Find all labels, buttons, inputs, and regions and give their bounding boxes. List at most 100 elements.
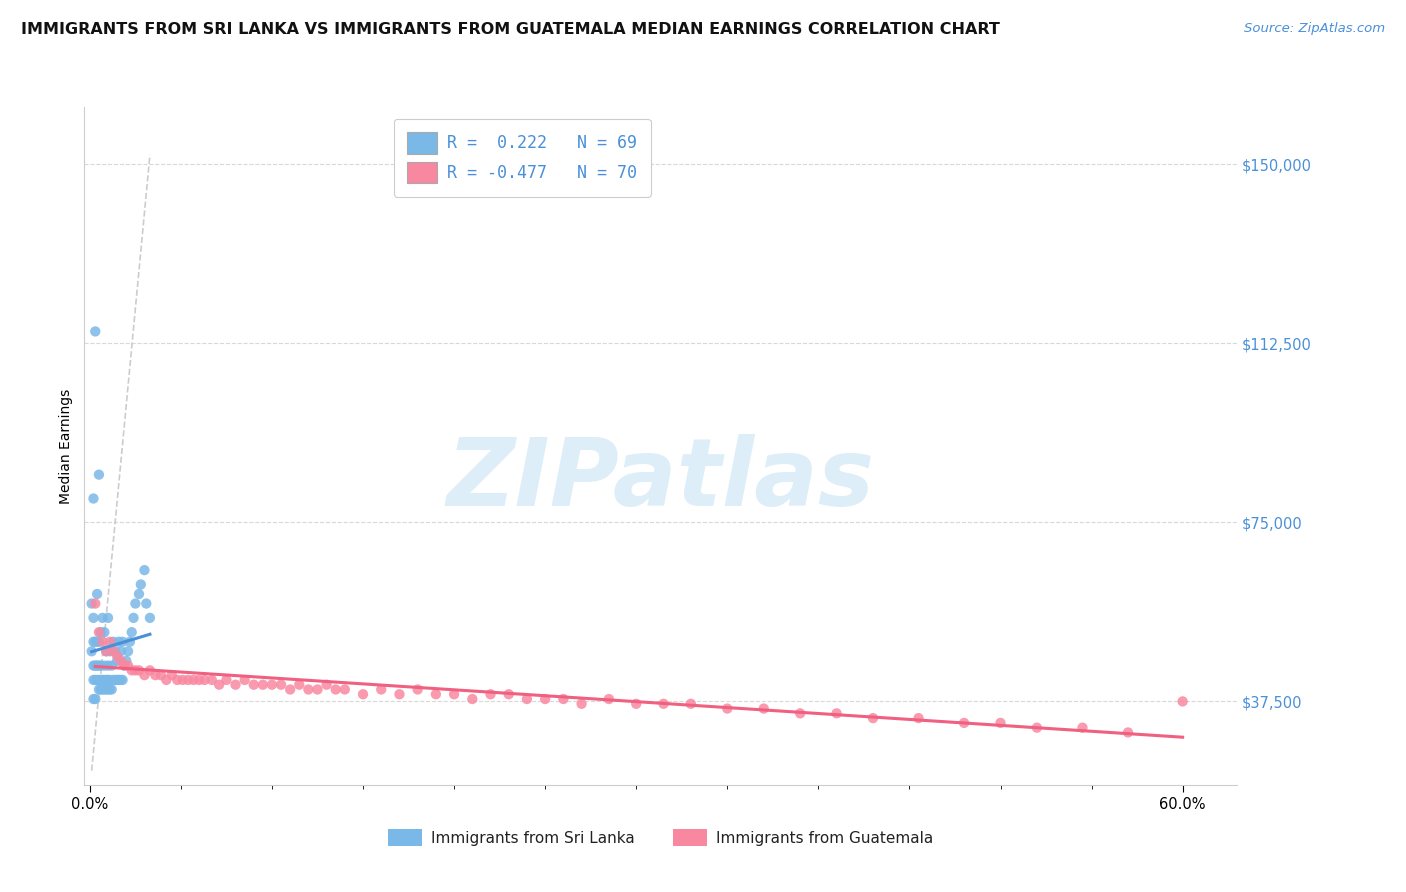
Point [96, 644, 118, 658]
Point [104, 673, 127, 687]
Point [139, 611, 162, 625]
Point [117, 658, 139, 673]
Point [93, 625, 115, 640]
Point [188, 673, 211, 687]
Point [907, 711, 929, 725]
Point [122, 611, 145, 625]
Point [425, 687, 447, 701]
Point [87, 673, 110, 687]
Point [87, 625, 110, 640]
Point [90, 673, 112, 687]
Point [115, 654, 138, 668]
Point [307, 682, 329, 697]
Point [679, 697, 702, 711]
Point [97, 658, 120, 673]
Point [752, 701, 775, 715]
Point [166, 673, 188, 687]
Point [98, 644, 121, 658]
Point [84, 658, 107, 673]
Point [498, 687, 520, 701]
Point [160, 668, 183, 682]
Point [479, 687, 502, 701]
Point [105, 673, 128, 687]
Point [104, 644, 127, 658]
Point [112, 658, 135, 673]
Point [177, 673, 200, 687]
Point [129, 577, 152, 591]
Point [370, 682, 392, 697]
Point [86, 658, 108, 673]
Point [716, 701, 738, 715]
Point [105, 648, 128, 663]
Point [100, 658, 122, 673]
Point [96, 644, 118, 658]
Point [103, 673, 125, 687]
Point [87, 467, 110, 482]
Point [91, 682, 114, 697]
Text: ZIPatlas: ZIPatlas [447, 434, 875, 526]
Point [98, 634, 121, 648]
Point [80, 644, 103, 658]
Point [117, 644, 139, 658]
Point [571, 697, 593, 711]
Point [461, 692, 484, 706]
Point [260, 678, 283, 692]
Point [112, 658, 135, 673]
Point [111, 634, 134, 648]
Point [598, 692, 620, 706]
Point [270, 678, 292, 692]
Point [135, 597, 157, 611]
Point [84, 692, 107, 706]
Point [98, 673, 121, 687]
Point [193, 673, 215, 687]
Point [315, 678, 337, 692]
Point [149, 668, 172, 682]
Point [215, 673, 238, 687]
Point [97, 611, 120, 625]
Point [134, 563, 156, 577]
Legend: Immigrants from Sri Lanka, Immigrants from Guatemala: Immigrants from Sri Lanka, Immigrants fr… [382, 823, 939, 852]
Point [1026, 721, 1049, 735]
Text: Source: ZipAtlas.com: Source: ZipAtlas.com [1244, 22, 1385, 36]
Point [333, 682, 356, 697]
Point [124, 664, 146, 678]
Point [98, 682, 121, 697]
Point [82, 692, 104, 706]
Point [84, 325, 107, 339]
Point [82, 491, 104, 506]
Point [110, 673, 132, 687]
Point [80, 597, 103, 611]
Point [110, 644, 132, 658]
Point [325, 682, 347, 697]
Point [128, 587, 150, 601]
Point [443, 687, 465, 701]
Point [534, 692, 557, 706]
Point [626, 697, 648, 711]
Point [118, 634, 141, 648]
Point [278, 682, 301, 697]
Point [352, 687, 374, 701]
Point [82, 673, 104, 687]
Point [82, 611, 104, 625]
Point [862, 711, 884, 725]
Point [91, 634, 114, 648]
Point [87, 682, 110, 697]
Y-axis label: Median Earnings: Median Earnings [59, 388, 73, 504]
Point [86, 587, 108, 601]
Point [84, 673, 107, 687]
Point [953, 715, 976, 730]
Point [406, 682, 429, 697]
Point [145, 668, 167, 682]
Point [87, 634, 110, 648]
Point [90, 658, 112, 673]
Point [252, 678, 274, 692]
Point [288, 678, 311, 692]
Point [91, 611, 114, 625]
Point [201, 673, 224, 687]
Point [108, 634, 131, 648]
Point [121, 664, 143, 678]
Point [110, 654, 132, 668]
Point [82, 634, 104, 648]
Point [297, 682, 319, 697]
Point [242, 678, 264, 692]
